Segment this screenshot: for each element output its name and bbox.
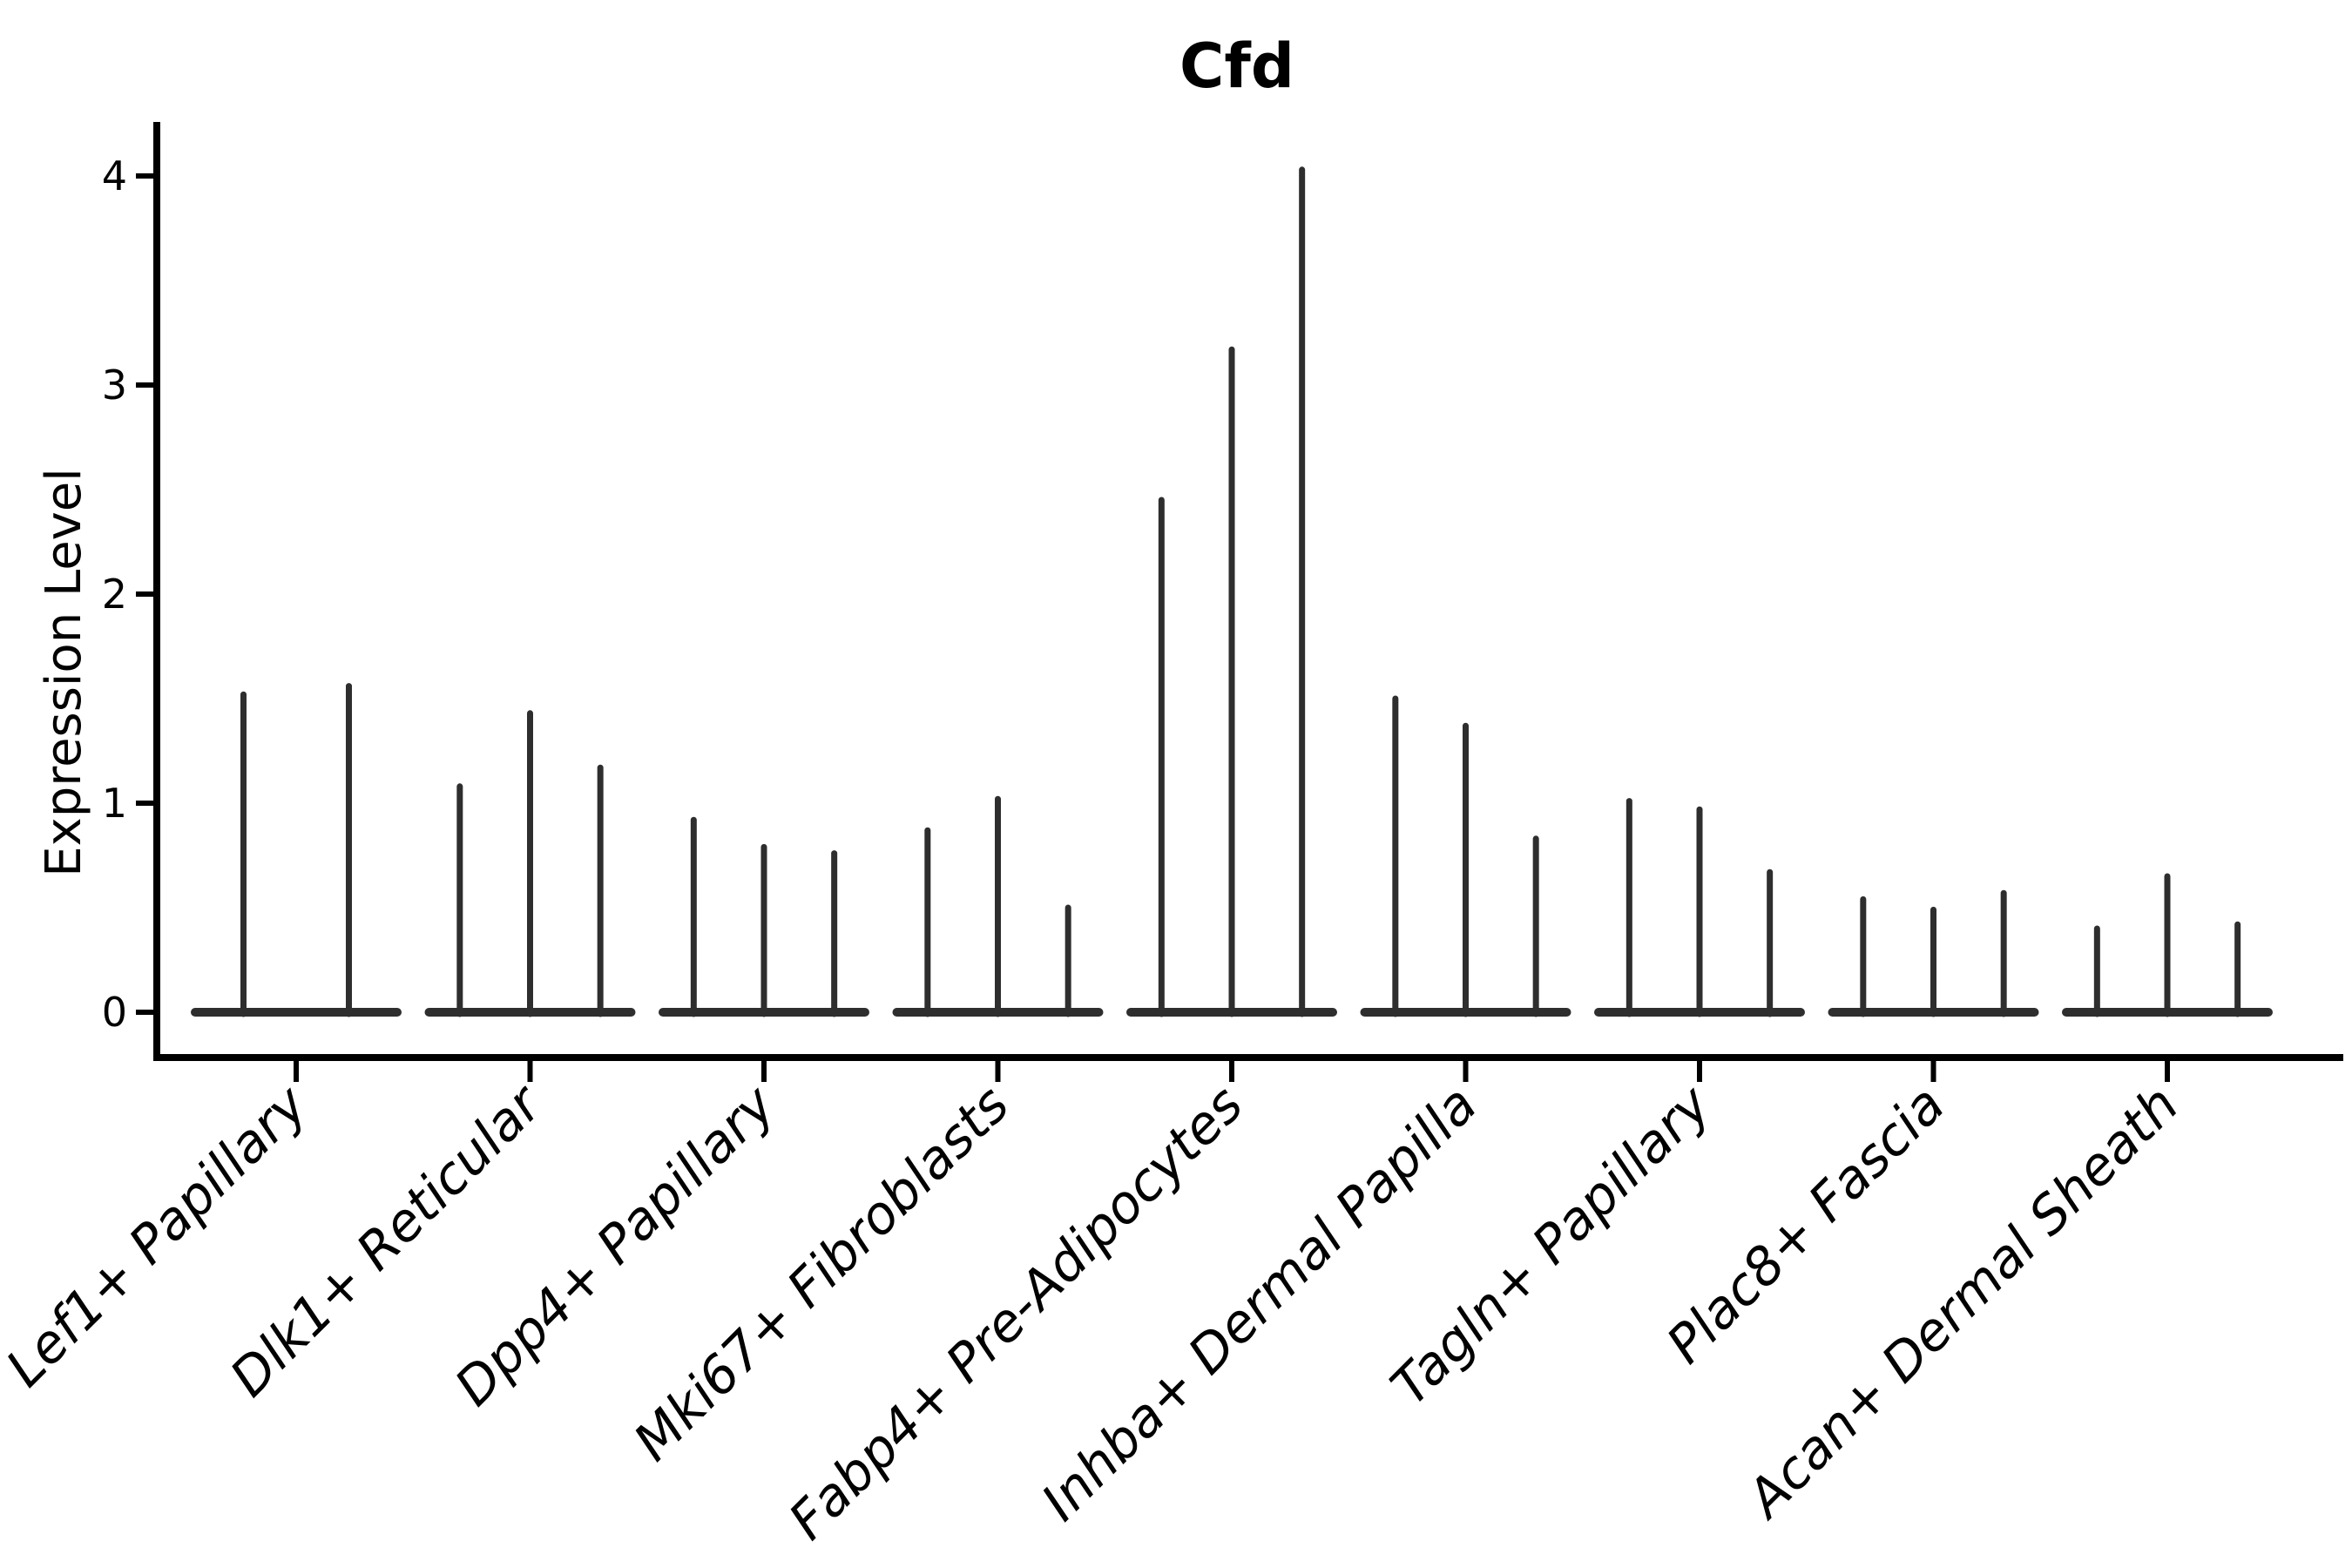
y-tick-label: 0 <box>102 989 127 1036</box>
violin-group <box>1126 166 1337 1017</box>
y-tick-label: 2 <box>102 571 127 618</box>
violin-group <box>424 710 636 1017</box>
violin-group <box>1594 798 1805 1017</box>
x-tick-label: Fabp4+ Pre-Adipocytes <box>777 1074 1254 1551</box>
y-tick-label: 1 <box>102 780 127 827</box>
y-tick-label: 3 <box>102 362 127 409</box>
violin-group <box>892 795 1104 1017</box>
axes <box>153 122 2343 1061</box>
x-tick-label: Acan+ Dermal Sheath <box>1734 1074 2191 1531</box>
violin-group <box>1360 695 1571 1017</box>
violin-group <box>2062 873 2273 1017</box>
violin-group <box>191 683 402 1017</box>
x-tick-label: Mki67+ Fibroblasts <box>623 1074 1022 1473</box>
chart-title: Cfd <box>1179 30 1294 102</box>
violin-group <box>659 816 869 1017</box>
y-tick-label: 4 <box>102 152 127 199</box>
y-axis-label: Expression Level <box>36 468 92 877</box>
x-tick-label: Inhba+ Dermal Papilla <box>1031 1074 1489 1532</box>
violins-layer <box>191 166 2273 1017</box>
violin-group <box>1828 889 2039 1017</box>
y-tick-labels: 0 1 2 3 4 <box>102 152 157 1036</box>
